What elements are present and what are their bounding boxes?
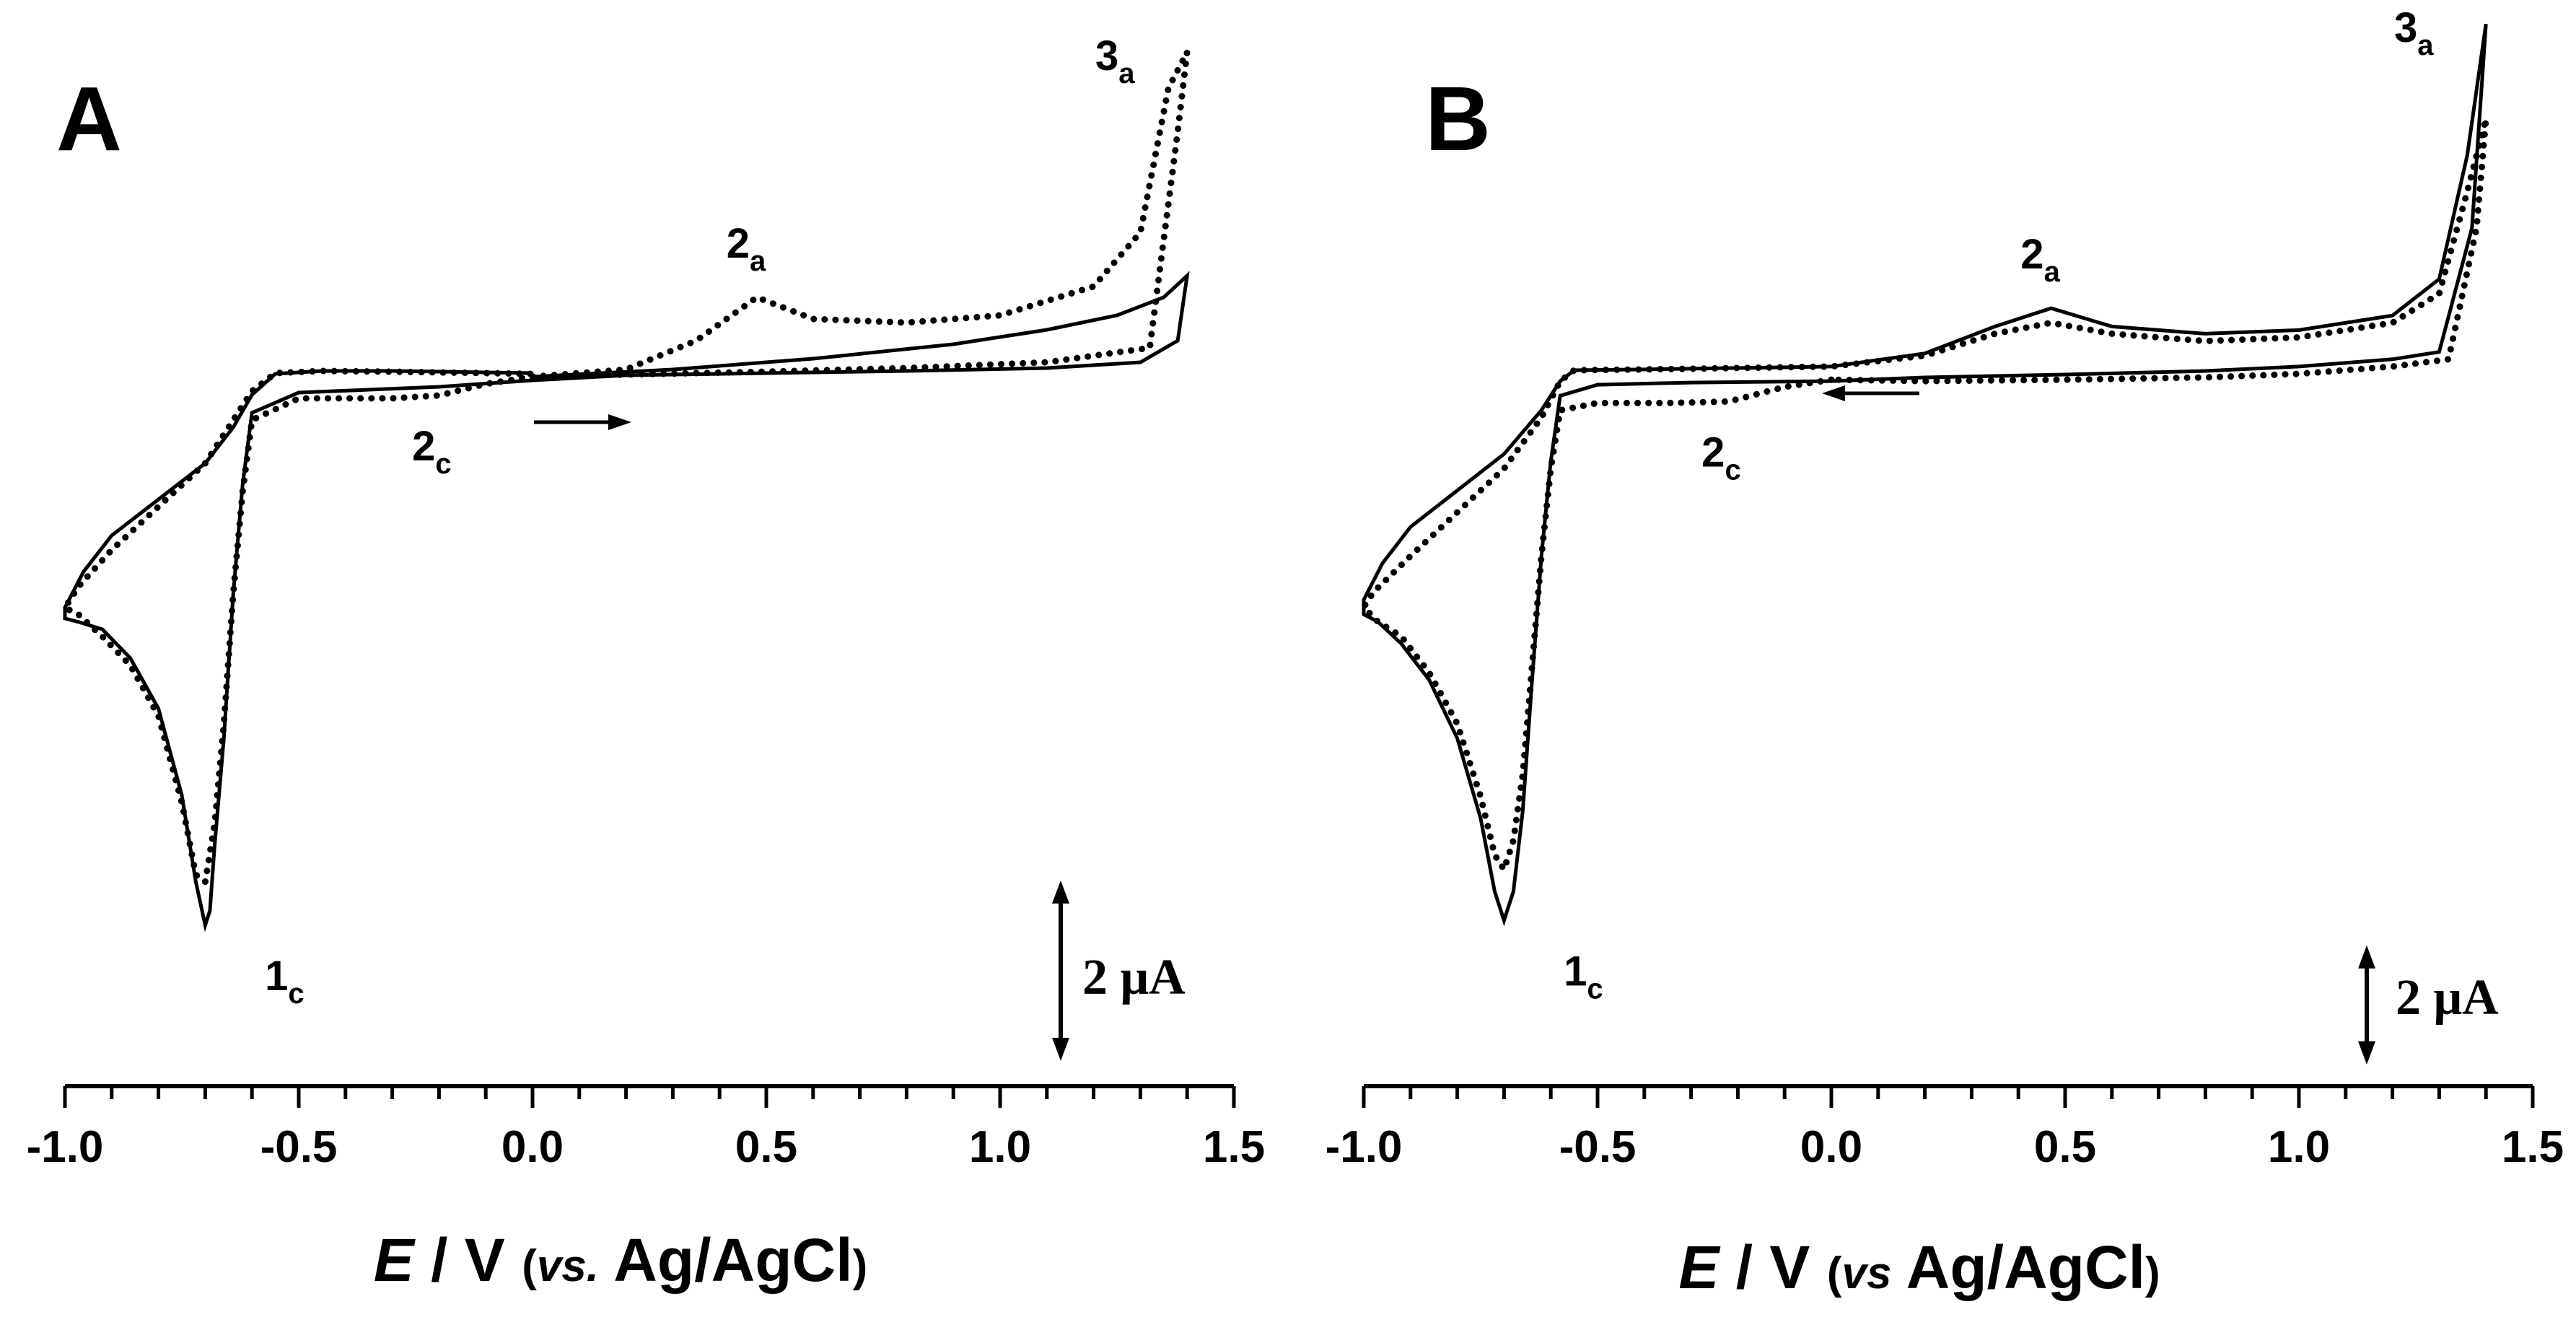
curves — [1359, 23, 2489, 927]
series-dotted-curve — [60, 50, 1191, 888]
scale-bar-label: 2 μA — [2396, 970, 2499, 1026]
peak-labels: 1c 2a 2c 3a — [265, 32, 1135, 1010]
peak-label-3a: 3a — [1095, 32, 1135, 89]
series-dotted-curve — [1359, 118, 2489, 878]
curves — [60, 50, 1191, 932]
x-axis-label-unit: / V — [1719, 1233, 1826, 1301]
x-tick-label: 1.0 — [969, 1122, 1031, 1172]
x-tick-label: 1.0 — [2268, 1122, 2330, 1172]
peak-label-3a: 3a — [2394, 4, 2434, 61]
x-axis-label-vs: vs. — [537, 1241, 599, 1291]
scan-direction-arrow — [1822, 385, 1919, 401]
scan-direction-arrow — [534, 414, 631, 430]
panel-letter: A — [56, 68, 122, 170]
x-tick-label: -1.0 — [1326, 1122, 1403, 1172]
x-axis: -1.0 -0.5 0.0 0.5 1.0 1.5 — [1326, 1084, 2564, 1172]
x-axis-label-paren-close: ) — [853, 1241, 868, 1291]
arrow-head — [608, 414, 631, 430]
arrow-head — [1822, 385, 1845, 401]
x-axis-label-vs: vs — [1841, 1249, 1891, 1298]
peak-label-2a: 2a — [727, 220, 766, 277]
x-axis-label-symbol: E — [374, 1226, 416, 1294]
x-tick-label: 0.0 — [1800, 1122, 1862, 1172]
x-tick-label: -0.5 — [1559, 1122, 1637, 1172]
x-axis-label: E / V (vs. Ag/AgCl) — [374, 1226, 867, 1294]
peak-label-2c: 2c — [1701, 429, 1741, 486]
scale-bar: 2 μA — [2358, 945, 2499, 1064]
peak-label-1c: 1c — [1564, 948, 1603, 1005]
x-axis-label-paren-open: ( — [1827, 1249, 1842, 1298]
x-tick-label: -0.5 — [260, 1122, 338, 1172]
x-tick-label: 0.5 — [735, 1122, 797, 1172]
peak-label-2a: 2a — [2020, 231, 2060, 288]
x-axis-label-reference: Ag/AgCl — [599, 1226, 853, 1294]
x-tick-label: 0.0 — [501, 1122, 564, 1172]
scale-bar-arrowhead-bottom — [1052, 1038, 1069, 1061]
scale-bar-label: 2 μA — [1082, 950, 1186, 1005]
x-axis-label-reference: Ag/AgCl — [1891, 1233, 2145, 1301]
scale-bar: 2 μA — [1052, 880, 1186, 1061]
scale-bar-arrowhead-top — [2358, 945, 2375, 968]
x-axis-label-paren-open: ( — [522, 1241, 537, 1291]
scale-bar-arrowhead-top — [1052, 880, 1069, 904]
x-tick-label: 1.5 — [1203, 1122, 1265, 1172]
series-solid-curve — [1362, 23, 2488, 927]
x-axis-label-symbol: E — [1678, 1233, 1721, 1301]
peak-label-1c: 1c — [265, 953, 305, 1010]
x-axis-label-unit: / V — [414, 1226, 522, 1294]
x-tick-label: 0.5 — [2034, 1122, 2096, 1172]
peak-label-2c: 2c — [412, 423, 452, 480]
panel-b: B -1.0 -0.5 0.0 0.5 1.0 1.5 2 μA 1c 2a 2c 3a E /… — [1326, 4, 2564, 1301]
x-axis: -1.0 -0.5 0.0 0.5 1.0 1.5 — [27, 1084, 1265, 1172]
x-axis-label: E / V (vs Ag/AgCl) — [1678, 1233, 2160, 1301]
x-axis-label-paren-close: ) — [2145, 1249, 2160, 1298]
x-tick-label: -1.0 — [27, 1122, 104, 1172]
x-tick-label: 1.5 — [2502, 1122, 2564, 1172]
peak-labels: 1c 2a 2c 3a — [1564, 4, 2434, 1005]
panel-letter: B — [1425, 68, 1491, 170]
panel-a: A -1.0 -0.5 0.0 0.5 1.0 1.5 2 μA 1c 2a 2c 3a E /… — [27, 32, 1266, 1294]
scale-bar-arrowhead-bottom — [2358, 1041, 2375, 1064]
